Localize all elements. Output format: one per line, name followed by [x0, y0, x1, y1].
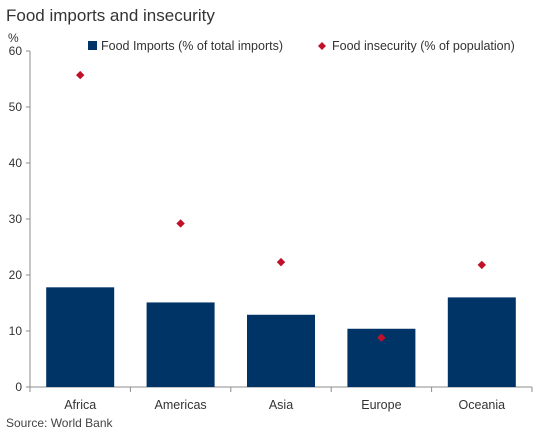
marker-europe — [377, 333, 386, 342]
marker-africa — [76, 70, 85, 80]
marker-asia — [276, 257, 286, 267]
source-note: Source: World Bank — [6, 416, 113, 430]
y-axis-unit-label: % — [8, 31, 19, 45]
y-tick-label: 10 — [9, 324, 23, 338]
bar-americas — [146, 302, 215, 387]
x-tick-label-asia: Asia — [269, 398, 293, 412]
bar-asia — [247, 314, 315, 387]
x-tick-label-africa: Africa — [64, 398, 96, 412]
y-tick-label: 20 — [9, 268, 23, 282]
bar-oceania — [447, 297, 516, 387]
y-tick-label: 60 — [9, 44, 23, 58]
y-tick-label: 40 — [9, 156, 23, 170]
x-tick-label-oceania: Oceania — [459, 398, 506, 412]
bar-africa — [46, 287, 115, 387]
y-tick-label: 50 — [9, 100, 23, 114]
chart-title: Food imports and insecurity — [6, 6, 215, 25]
legend-label-food-insecurity: Food insecurity (% of population) — [332, 39, 515, 53]
legend-swatch-food-insecurity — [318, 42, 326, 50]
x-tick-label-europe: Europe — [361, 398, 401, 412]
legend-swatch-food-imports — [88, 41, 97, 50]
legend-label-food-imports: Food Imports (% of total imports) — [101, 39, 283, 53]
marker-americas — [176, 219, 185, 228]
x-tick-label-americas: Americas — [155, 398, 207, 412]
y-tick-label: 30 — [9, 212, 23, 226]
y-tick-label: 0 — [15, 380, 22, 394]
marker-oceania — [477, 260, 486, 270]
